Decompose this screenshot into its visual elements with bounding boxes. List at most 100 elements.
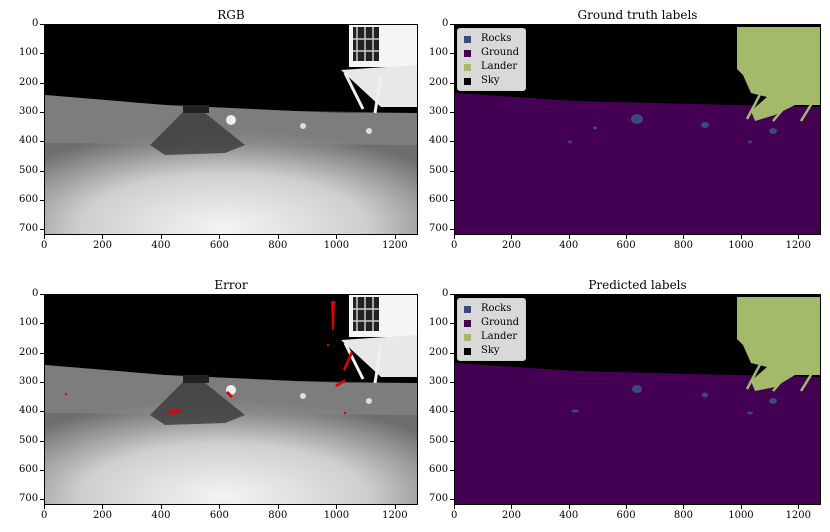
y-tick-label: 400 xyxy=(19,405,39,417)
legend-swatch xyxy=(464,49,471,57)
y-tick-mark xyxy=(40,469,44,471)
legend-item-ground: Ground xyxy=(464,316,519,330)
x-tick-label: 1200 xyxy=(382,510,408,521)
x-tick-label: 1200 xyxy=(785,510,812,521)
x-tick-mark xyxy=(568,235,570,239)
y-tick-mark xyxy=(40,381,44,383)
legend-item-lander: Lander xyxy=(464,330,519,344)
y-tick-label: 500 xyxy=(429,164,449,176)
y-tick-label: 0 xyxy=(442,288,449,299)
x-tick-mark xyxy=(454,505,455,509)
legend-item-rocks: Rocks xyxy=(464,32,519,46)
y-tick-label: 300 xyxy=(429,105,449,117)
y-tick-mark xyxy=(450,323,454,325)
y-tick-mark xyxy=(40,199,44,201)
x-tick-mark xyxy=(160,235,162,239)
x-tick-mark xyxy=(454,235,455,239)
legend-label: Sky xyxy=(481,345,500,356)
x-tick-label: 1200 xyxy=(785,240,812,251)
y-tick-mark xyxy=(40,141,44,143)
y-tick-label: 700 xyxy=(429,493,449,505)
x-tick-label: 400 xyxy=(151,510,171,521)
x-tick-label: 1000 xyxy=(323,510,350,521)
x-tick-label: 200 xyxy=(501,510,521,521)
panel-title-error: Error xyxy=(214,278,248,292)
legend-swatch xyxy=(464,77,471,85)
y-tick-label: 700 xyxy=(19,223,39,235)
y-tick-label: 400 xyxy=(429,135,449,147)
x-tick-label: 600 xyxy=(209,510,229,521)
x-tick-label: 600 xyxy=(616,240,636,251)
y-tick-mark xyxy=(40,499,44,501)
x-tick-label: 200 xyxy=(92,510,113,521)
y-tick-mark xyxy=(450,24,454,25)
x-tick-label: 0 xyxy=(451,510,458,521)
legend-swatch xyxy=(464,63,471,71)
x-tick-mark xyxy=(394,235,396,239)
y-tick-label: 200 xyxy=(19,346,39,358)
x-tick-mark xyxy=(44,505,45,509)
y-tick-label: 500 xyxy=(429,434,449,446)
x-tick-label: 1000 xyxy=(728,510,754,521)
x-tick-label: 600 xyxy=(209,240,229,251)
x-tick-label: 800 xyxy=(673,510,693,521)
rgb-image xyxy=(44,24,418,235)
y-tick-mark xyxy=(450,294,454,295)
legend-label: Ground xyxy=(481,317,520,328)
y-tick-label: 0 xyxy=(32,18,39,29)
x-tick-label: 0 xyxy=(41,510,48,521)
y-tick-label: 300 xyxy=(19,105,39,117)
y-tick-mark xyxy=(450,499,454,501)
legend-ground-truth: Rocks Ground Lander Sky xyxy=(457,28,527,91)
legend-swatch xyxy=(464,305,471,313)
y-tick-mark xyxy=(450,199,454,201)
panel-title-predicted: Predicted labels xyxy=(588,278,687,292)
y-tick-label: 400 xyxy=(19,135,39,147)
y-tick-mark xyxy=(450,170,454,172)
y-tick-label: 100 xyxy=(19,47,39,59)
legend-swatch xyxy=(464,35,471,43)
legend-item-lander: Lander xyxy=(464,60,519,74)
x-tick-label: 400 xyxy=(151,240,171,251)
y-tick-label: 0 xyxy=(32,288,39,299)
x-tick-mark xyxy=(336,235,338,239)
y-tick-label: 300 xyxy=(429,375,449,387)
y-tick-mark xyxy=(450,411,454,413)
y-tick-label: 500 xyxy=(19,434,39,446)
y-tick-label: 400 xyxy=(429,405,449,417)
x-tick-label: 400 xyxy=(559,510,579,521)
y-tick-mark xyxy=(40,323,44,325)
x-tick-mark xyxy=(568,505,570,509)
x-tick-label: 0 xyxy=(41,240,48,251)
x-tick-label: 0 xyxy=(451,240,458,251)
legend-item-sky: Sky xyxy=(464,74,519,88)
x-tick-label: 800 xyxy=(673,240,693,251)
y-tick-mark xyxy=(450,141,454,143)
y-tick-label: 200 xyxy=(429,76,449,88)
y-tick-mark xyxy=(450,469,454,471)
y-tick-label: 300 xyxy=(19,375,39,387)
x-tick-mark xyxy=(336,505,338,509)
x-tick-mark xyxy=(626,505,628,509)
legend-item-rocks: Rocks xyxy=(464,302,519,316)
legend-item-ground: Ground xyxy=(464,46,519,60)
y-tick-label: 200 xyxy=(19,76,39,88)
x-tick-mark xyxy=(219,505,221,509)
y-tick-mark xyxy=(40,170,44,172)
y-tick-label: 500 xyxy=(19,164,39,176)
y-tick-mark xyxy=(40,229,44,231)
x-tick-label: 800 xyxy=(268,510,288,521)
y-tick-mark xyxy=(40,294,44,295)
x-tick-mark xyxy=(798,505,800,509)
x-tick-label: 600 xyxy=(616,510,636,521)
x-tick-mark xyxy=(626,235,628,239)
x-tick-mark xyxy=(44,235,45,239)
y-tick-mark xyxy=(450,229,454,231)
x-tick-label: 1200 xyxy=(382,240,408,251)
x-tick-label: 800 xyxy=(268,240,288,251)
y-tick-label: 700 xyxy=(19,493,39,505)
legend-swatch xyxy=(464,347,471,355)
legend-swatch xyxy=(464,333,471,341)
legend-label: Rocks xyxy=(481,303,512,314)
x-tick-label: 1000 xyxy=(728,240,754,251)
